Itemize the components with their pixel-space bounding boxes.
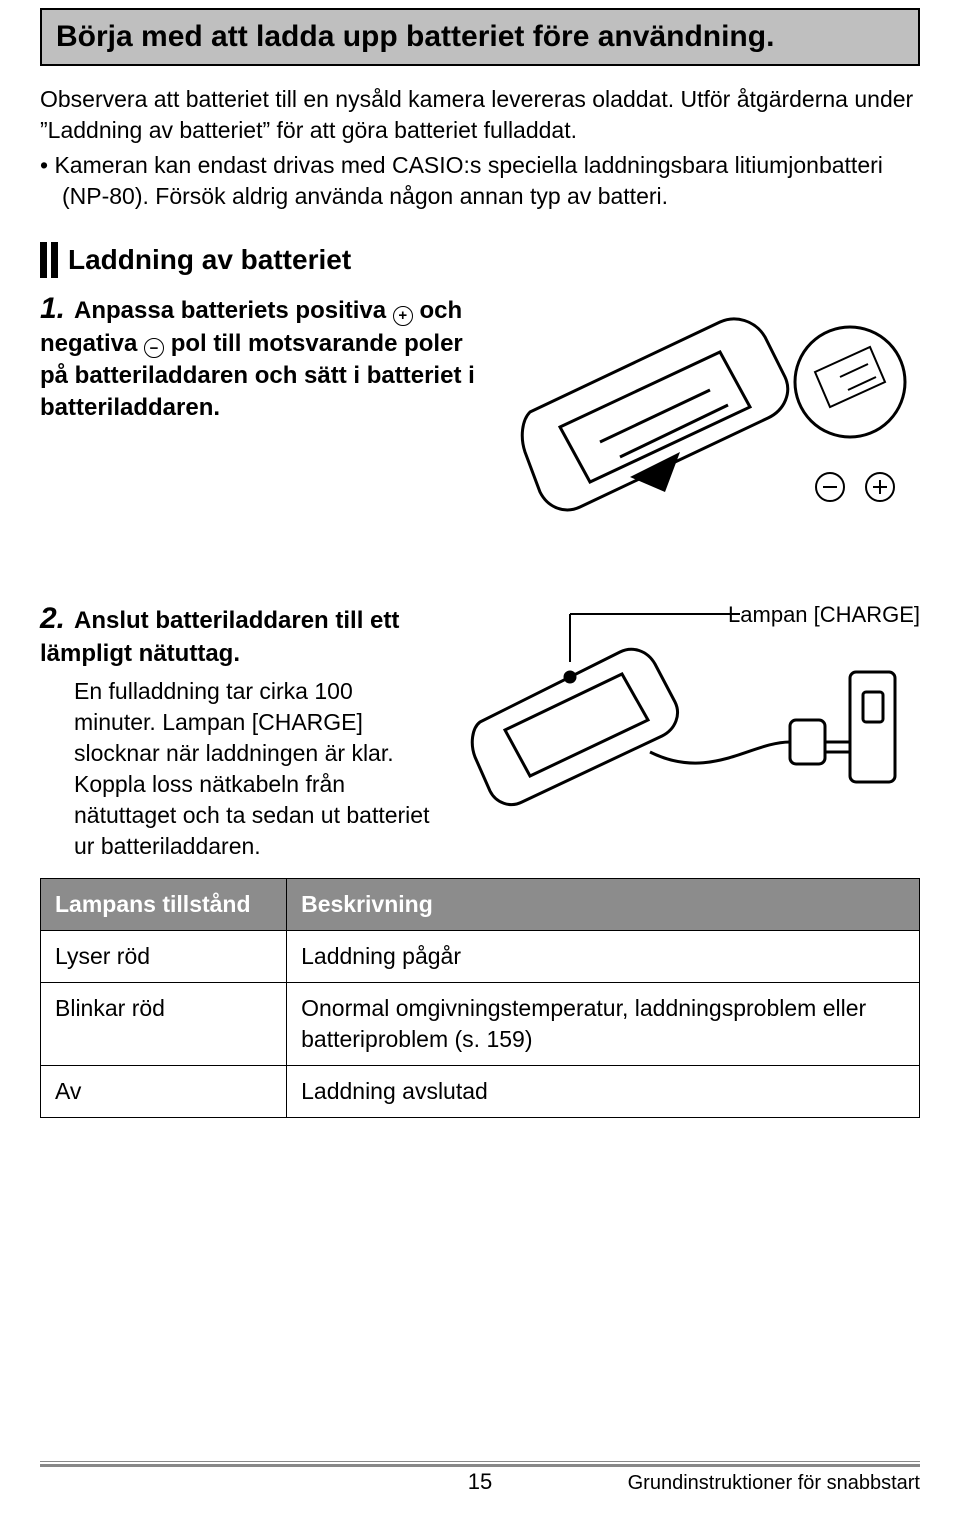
minus-icon: − <box>144 338 164 358</box>
plus-icon: + <box>393 306 413 326</box>
page-title: Börja med att ladda upp batteriet före a… <box>56 20 904 54</box>
charger-plugged-icon <box>450 602 920 832</box>
step-1-number: 1. <box>40 292 74 326</box>
step-2-body: En fulladdning tar cirka 100 minuter. La… <box>40 676 430 862</box>
step-2-figure: Lampan [CHARGE] <box>450 602 920 862</box>
cell-state: Lyser röd <box>41 931 287 983</box>
status-table: Lampans tillstånd Beskrivning Lyser röd … <box>40 878 920 1118</box>
table-head-row: Lampans tillstånd Beskrivning <box>41 879 920 931</box>
intro-bullet: Kameran kan endast drivas med CASIO:s sp… <box>40 150 920 212</box>
page-title-box: Börja med att ladda upp batteriet före a… <box>40 8 920 66</box>
step-1: 1.Anpassa batteriets positiva + och nega… <box>40 292 920 522</box>
page-footer: 15 Grundinstruktioner för snabbstart <box>40 1469 920 1495</box>
th-state: Lampans tillstånd <box>41 879 287 931</box>
page-number: 15 <box>333 1469 626 1495</box>
footer-section: Grundinstruktioner för snabbstart <box>627 1472 920 1495</box>
section-bars-icon <box>40 242 58 278</box>
step-2-text: 2.Anslut batteriladdaren till ett lämpli… <box>40 602 430 862</box>
charger-insert-icon <box>510 292 910 522</box>
step-1-title: Anpassa batteriets positiva + och negati… <box>40 297 475 421</box>
step-2: 2.Anslut batteriladdaren till ett lämpli… <box>40 602 920 862</box>
section-title: Laddning av batteriet <box>68 244 351 276</box>
table-row: Lyser röd Laddning pågår <box>41 931 920 983</box>
cell-state: Blinkar röd <box>41 983 287 1066</box>
table-row: Blinkar röd Onormal omgivningstemperatur… <box>41 983 920 1066</box>
step-2-title: Anslut batteriladdaren till ett lämpligt… <box>40 607 399 666</box>
footer-rule <box>40 1461 920 1467</box>
cell-state: Av <box>41 1066 287 1118</box>
step-1-text: 1.Anpassa batteriets positiva + och nega… <box>40 292 480 522</box>
cell-desc: Laddning pågår <box>287 931 920 983</box>
intro-text: Observera att batteriet till en nysåld k… <box>40 84 920 146</box>
cell-desc: Onormal omgivningstemperatur, laddningsp… <box>287 983 920 1066</box>
cell-desc: Laddning avslutad <box>287 1066 920 1118</box>
table-row: Av Laddning avslutad <box>41 1066 920 1118</box>
th-description: Beskrivning <box>287 879 920 931</box>
step-2-number: 2. <box>40 602 74 636</box>
step-1-figure <box>500 292 920 522</box>
charge-lamp-label: Lampan [CHARGE] <box>728 602 920 628</box>
section-heading: Laddning av batteriet <box>40 242 920 278</box>
